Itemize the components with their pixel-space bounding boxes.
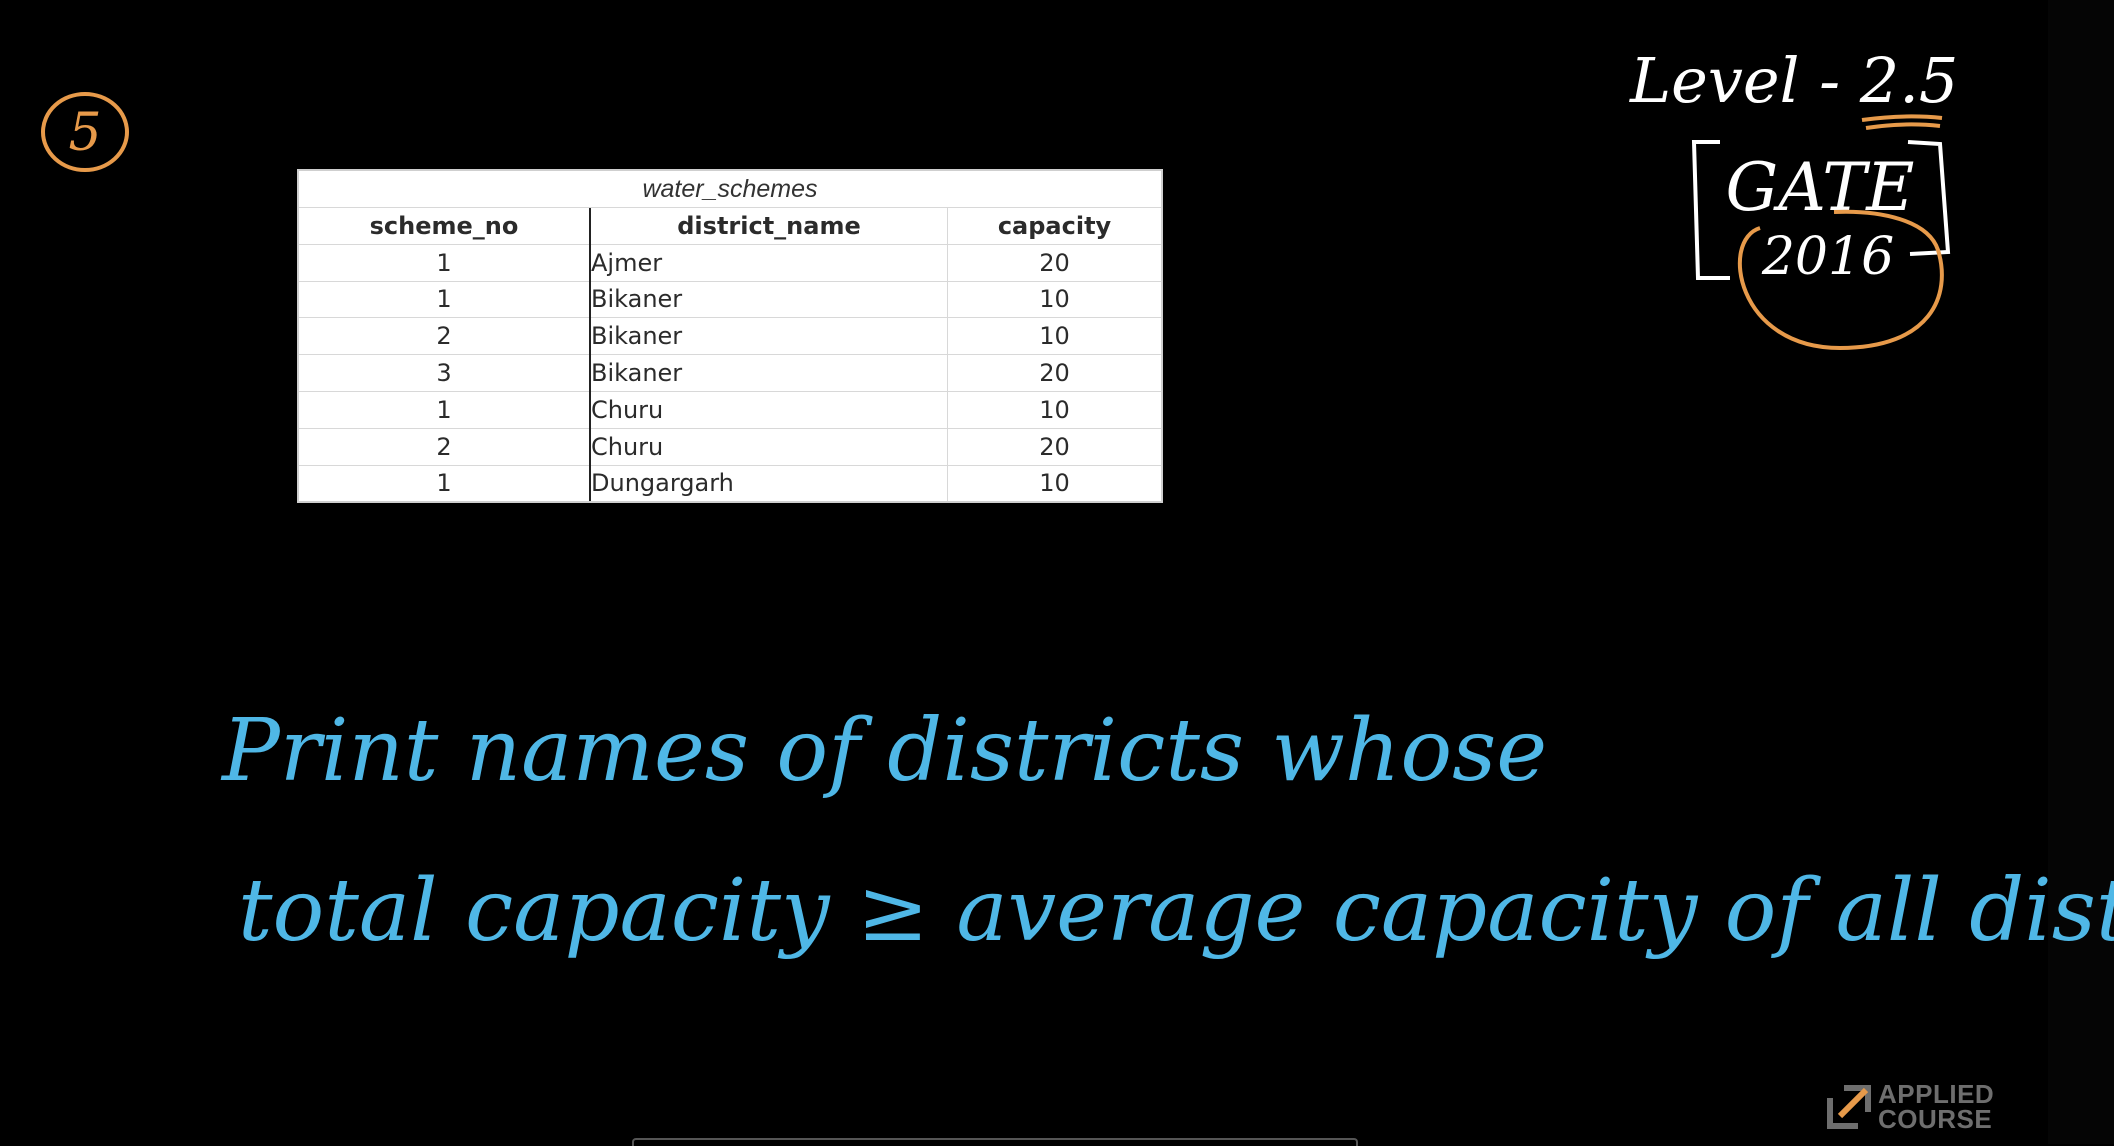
level-underline-2 [1865,122,1941,130]
table-row: 2 Churu 20 [299,428,1161,466]
logo-text: APPLIED COURSE [1878,1079,1995,1134]
column-header-district-name: district_name [589,208,948,245]
level-underline [1861,114,1943,122]
column-header-scheme-no: scheme_no [299,208,590,245]
cell-scheme-no: 3 [299,354,590,392]
cell-district-name: Dungargarh [589,465,948,502]
cell-scheme-no: 2 [299,317,590,356]
player-progress-bar[interactable] [632,1138,1358,1146]
right-bracket [1907,140,1951,256]
table-row: 1 Churu 10 [299,391,1161,429]
cell-district-name: Churu [589,391,948,429]
question-line-1: Print names of districts whose [220,701,1547,801]
level-text: Level - 2.5 [1629,44,1958,117]
question-line-2: total capacity ≥ average capacity of all… [238,861,2114,961]
water-schemes-table: water_schemes scheme_no district_name ca… [297,169,1163,504]
table-row: 3 Bikaner 20 [299,354,1161,392]
applied-course-logo: APPLIED COURSE [1826,1079,2006,1134]
exam-year: 2016 [1761,227,1894,287]
cell-scheme-no: 1 [436,469,452,498]
question-number: 5 [68,103,101,163]
right-gutter [2048,0,2114,1144]
cell-district-name: Churu [589,428,948,466]
logo-line-2: COURSE [1878,1104,1993,1134]
table-caption: water_schemes [299,171,1161,208]
logo-mark-icon [1827,1085,1871,1129]
cell-capacity: 10 [947,281,1161,319]
cell-district-name: Bikaner [589,354,948,392]
year-circle [1737,209,1944,351]
cell-capacity: 10 [947,317,1161,356]
cell-capacity: 20 [947,354,1161,392]
cell-capacity: 20 [947,244,1161,282]
table-header-row: scheme_no district_name capacity [299,208,1161,245]
cell-scheme-no: 1 [299,281,590,319]
gate-annotation: GATE 2016 [1691,140,1951,351]
cell-district-name: Bikaner [589,281,948,319]
cell-scheme-no: 2 [299,428,590,466]
level-annotation: Level - 2.5 [1629,44,1958,130]
left-bracket [1691,140,1730,280]
cell-capacity: 10 [947,465,1161,502]
cell-scheme-no: 1 [299,391,590,429]
table-row: 1 Bikaner 10 [299,281,1161,319]
table-row: 1 Ajmer 20 [299,244,1161,282]
logo-line-1: APPLIED [1878,1079,1995,1109]
cell-scheme-no: 1 [299,244,590,282]
cell-capacity: 10 [947,391,1161,429]
column-header-capacity: capacity [947,208,1161,245]
table-row: 2 Bikaner 10 [299,317,1161,356]
question-number-annotation: 5 [41,92,129,172]
table-body: scheme_no district_name capacity 1 Ajmer… [299,208,1161,502]
table-row: 1 Dungargarh 10 [299,465,1161,502]
question-number-circle [41,92,129,172]
cell-district-name: Ajmer [589,244,948,282]
cell-capacity: 20 [947,428,1161,466]
cell-district-name: Bikaner [589,317,948,356]
